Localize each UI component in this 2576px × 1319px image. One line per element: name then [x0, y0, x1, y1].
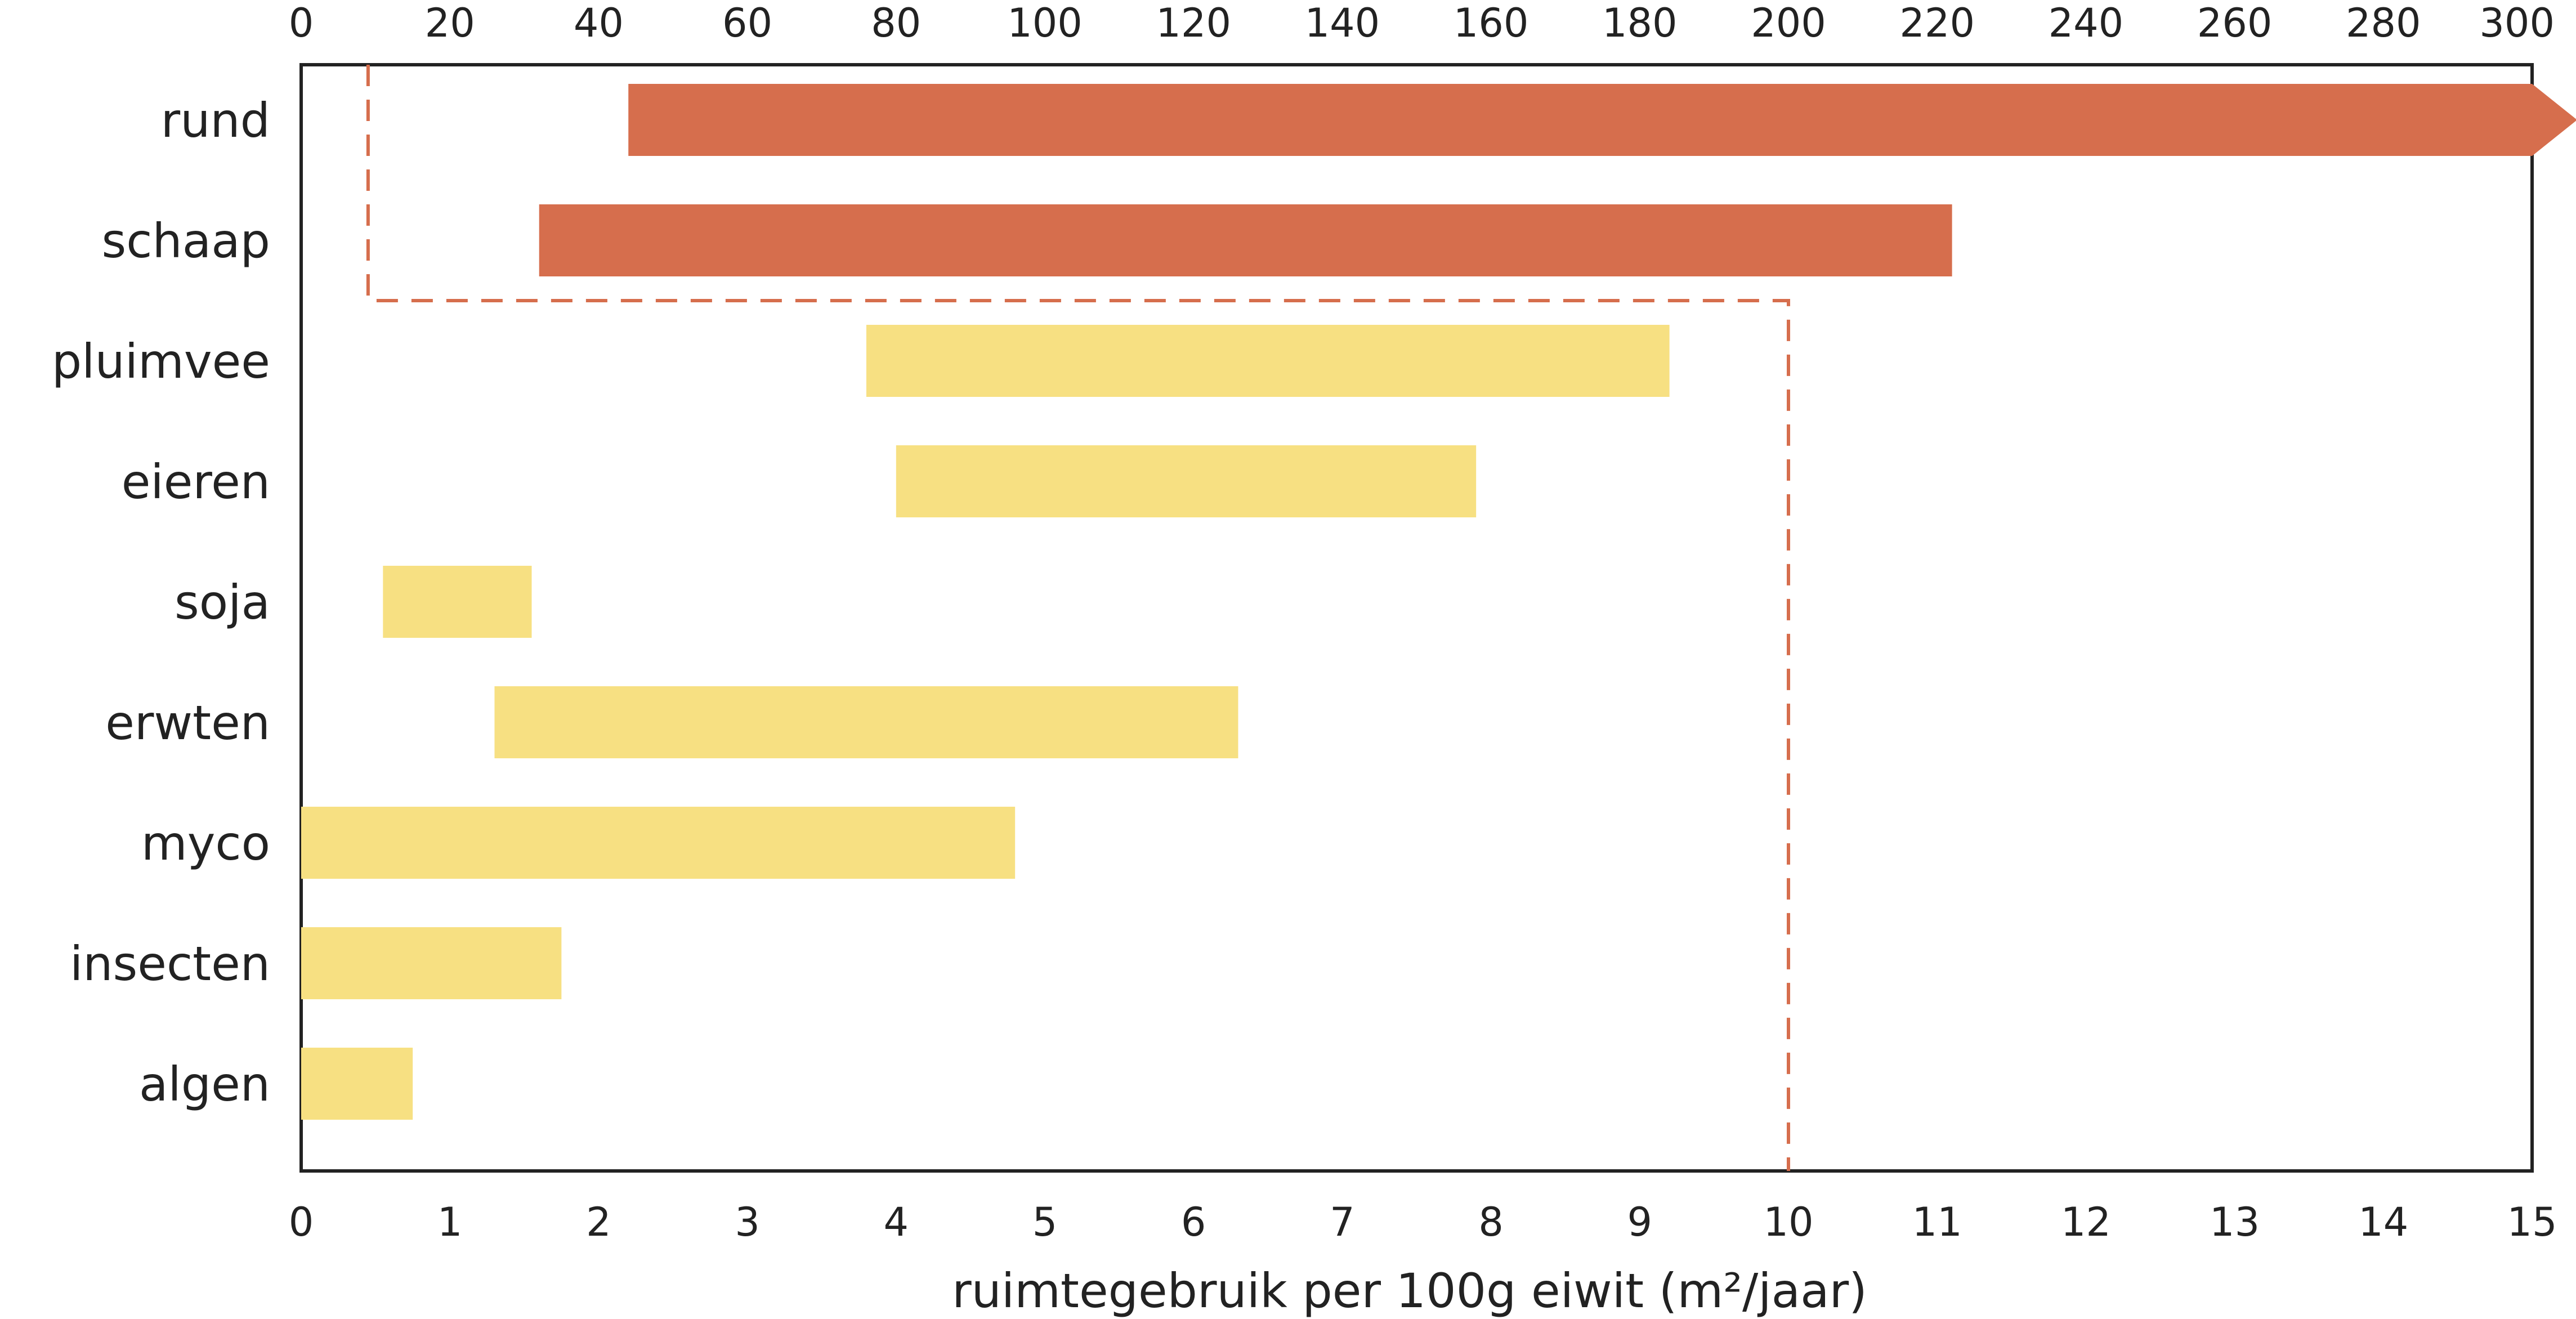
bottom-tick-label: 3 [735, 1199, 760, 1245]
bar-rund [628, 84, 2576, 156]
bar-schaap [539, 204, 1952, 276]
x-axis-title: ruimtegebruik per 100g eiwit (m²/jaar) [952, 1263, 1867, 1318]
top-tick-label: 240 [2049, 0, 2124, 46]
top-tick-label: 140 [1305, 0, 1380, 46]
bars [301, 84, 2576, 1120]
top-tick-label: 80 [871, 0, 921, 46]
bottom-tick-label: 2 [586, 1199, 611, 1245]
bar-erwten [494, 686, 1238, 758]
bottom-tick-label: 4 [884, 1199, 909, 1245]
bottom-tick-label: 7 [1330, 1199, 1355, 1245]
bottom-tick-label: 0 [289, 1199, 314, 1245]
bar-soja [383, 566, 532, 638]
bar-myco [301, 807, 1016, 879]
bottom-tick-label: 14 [2358, 1199, 2408, 1245]
top-tick-label: 120 [1156, 0, 1231, 46]
category-label: myco [141, 816, 270, 871]
top-tick-label: 280 [2346, 0, 2421, 46]
bottom-tick-label: 6 [1181, 1199, 1206, 1245]
category-label: erwten [105, 695, 270, 750]
category-label: insecten [70, 936, 270, 991]
top-tick-label: 0 [289, 0, 314, 46]
bar-insecten [301, 927, 562, 999]
bottom-tick-label: 1 [437, 1199, 463, 1245]
bottom-tick-label: 8 [1478, 1199, 1504, 1245]
bottom-tick-label: 5 [1032, 1199, 1058, 1245]
bottom-tick-label: 12 [2061, 1199, 2111, 1245]
top-tick-label: 160 [1454, 0, 1529, 46]
bar-algen [301, 1048, 413, 1120]
bottom-tick-label: 10 [1763, 1199, 1813, 1245]
top-tick-label: 300 [2479, 0, 2555, 46]
bottom-tick-label: 9 [1627, 1199, 1653, 1245]
category-label: rund [161, 93, 270, 148]
top-tick-label: 180 [1602, 0, 1678, 46]
category-label: soja [175, 575, 270, 630]
category-label: eieren [122, 454, 270, 509]
category-labels: rund schaap pluimvee eieren soja erwten myco in… [52, 93, 270, 1112]
bottom-tick-label: 13 [2210, 1199, 2260, 1245]
category-label: schaap [102, 213, 270, 269]
top-tick-label: 100 [1007, 0, 1083, 46]
top-tick-label: 60 [722, 0, 772, 46]
bottom-tick-label: 11 [1912, 1199, 1962, 1245]
top-tick-label: 220 [1899, 0, 1975, 46]
top-axis-ticks: 0 20 40 60 80 100 120 140 160 180 200 220 240 260 280 3… [289, 0, 2555, 46]
top-tick-label: 40 [574, 0, 624, 46]
dashed-bracket [366, 65, 1790, 1171]
plot-area [299, 63, 2534, 1173]
bar-pluimvee [866, 325, 1670, 397]
bar-eieren [896, 445, 1477, 517]
top-tick-label: 260 [2197, 0, 2273, 46]
category-label: algen [139, 1057, 270, 1112]
top-tick-label: 200 [1751, 0, 1826, 46]
top-tick-label: 20 [425, 0, 475, 46]
category-label: pluimvee [52, 334, 270, 389]
bottom-tick-label: 15 [2507, 1199, 2557, 1245]
bottom-axis-ticks: 0 1 2 3 4 5 6 7 8 9 10 11 12 13 14 15 [289, 1199, 2557, 1245]
